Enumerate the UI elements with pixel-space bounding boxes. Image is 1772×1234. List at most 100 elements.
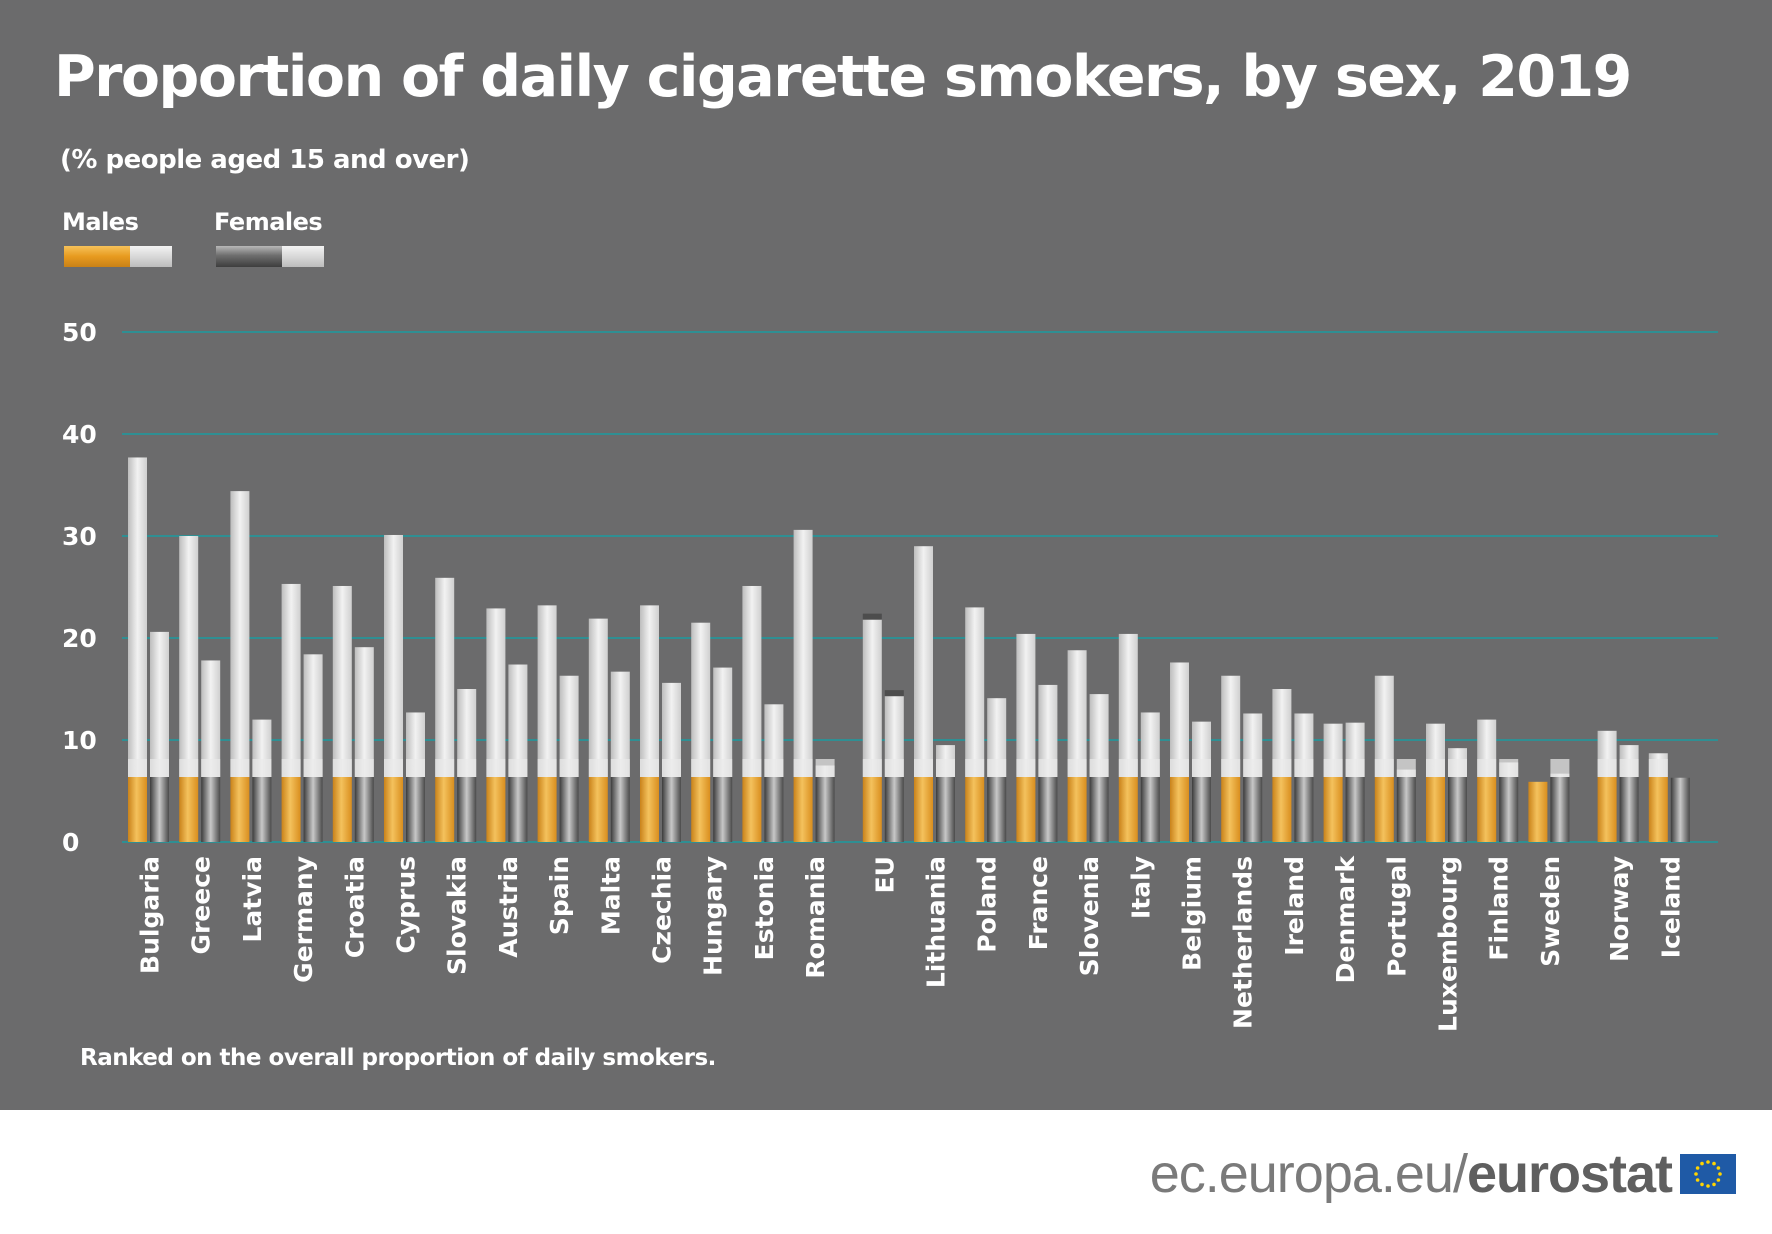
male-filter — [1477, 777, 1497, 842]
female-bar-band — [1499, 759, 1519, 777]
female-filter — [1670, 777, 1690, 842]
female-bar — [303, 654, 323, 777]
female-bar-band — [764, 759, 784, 777]
male-bar — [537, 605, 557, 777]
female-filter — [1396, 777, 1416, 842]
flag-star — [1694, 1172, 1698, 1176]
x-tick-label: Cyprus — [392, 856, 421, 954]
female-bar-band — [1396, 759, 1416, 777]
female-bar-band — [1192, 759, 1211, 777]
male-filter — [179, 777, 199, 842]
legend-label-females: Females — [214, 208, 323, 236]
male-bar — [179, 536, 199, 777]
male-bar-band — [384, 759, 403, 777]
female-bar-band — [987, 759, 1007, 777]
chart-panel — [0, 0, 1772, 1110]
female-filter — [1294, 777, 1314, 842]
female-bar — [662, 682, 681, 777]
male-bar-band — [1016, 759, 1036, 777]
female-bar-band — [1448, 759, 1467, 777]
female-filter — [1499, 777, 1519, 842]
female-cigarette-icon — [216, 246, 324, 267]
female-filter — [1089, 777, 1109, 842]
male-bar — [691, 622, 711, 777]
female-filter — [406, 777, 425, 842]
flag-star — [1712, 1182, 1716, 1187]
female-bar-band — [354, 759, 374, 777]
female-filter — [1038, 777, 1058, 842]
male-bar — [914, 546, 933, 777]
male-bar — [793, 529, 813, 777]
male-bar-band — [179, 759, 199, 777]
female-bar — [150, 631, 169, 777]
female-filter — [987, 777, 1007, 842]
male-filter — [1016, 777, 1036, 842]
female-bar — [884, 696, 904, 777]
female-filter — [713, 777, 733, 842]
male-filter — [281, 777, 301, 842]
male-bar — [281, 583, 301, 777]
x-tick-label: Portugal — [1382, 856, 1411, 977]
female-bar-band — [662, 759, 681, 777]
x-tick-label: Slovenia — [1075, 856, 1104, 976]
male-bar — [1118, 633, 1138, 777]
female-bar-band — [1243, 759, 1263, 777]
male-bar — [862, 619, 882, 777]
male-bar — [1374, 675, 1394, 777]
female-bar-band — [252, 759, 272, 777]
x-tick-label: EU — [870, 856, 899, 893]
male-filter — [793, 777, 813, 842]
female-filter — [936, 777, 955, 842]
male-bar-band — [1118, 759, 1138, 777]
female-filter — [559, 777, 579, 842]
x-tick-label: Lithuania — [922, 856, 951, 988]
male-filter — [1221, 777, 1241, 842]
female-bar-band — [713, 759, 733, 777]
x-tick-label: Netherlands — [1229, 856, 1258, 1029]
female-bar-band — [1140, 759, 1160, 777]
male-bar-band — [537, 759, 557, 777]
male-bar-band — [1067, 759, 1087, 777]
female-filter — [1619, 777, 1639, 842]
flag-star — [1706, 1184, 1710, 1188]
eu-cap — [884, 690, 904, 697]
legend-label-males: Males — [62, 208, 139, 236]
flag-star — [1706, 1160, 1710, 1164]
female-bar-band — [1619, 759, 1639, 777]
female-bar-band — [559, 759, 579, 777]
male-bar-band — [332, 759, 352, 777]
flag-star — [1695, 1166, 1700, 1170]
male-bar — [435, 577, 455, 777]
y-tick-label: 50 — [62, 318, 97, 347]
male-bar-band — [281, 759, 301, 777]
chart-subtitle: (% people aged 15 and over) — [60, 145, 470, 175]
male-filter — [1528, 781, 1548, 842]
brand-text: ec.europa.eu/eurostat — [1150, 1143, 1673, 1205]
flag-star — [1716, 1178, 1721, 1182]
bars — [128, 457, 1690, 842]
female-bar-band — [936, 759, 955, 777]
male-filter — [588, 777, 608, 842]
male-bar-band — [862, 759, 882, 777]
female-bar — [1038, 684, 1058, 777]
y-tick-label: 30 — [62, 522, 97, 551]
male-bar-band — [1170, 759, 1189, 777]
female-filter — [150, 777, 169, 842]
female-bar-band — [457, 759, 477, 777]
female-bar-band — [201, 759, 221, 777]
x-tick-label: Norway — [1605, 856, 1634, 962]
x-tick-label: Latvia — [238, 856, 267, 943]
female-bar — [1089, 694, 1109, 777]
x-tick-label: Italy — [1126, 856, 1155, 919]
x-tick-label: Malta — [596, 856, 625, 935]
flag-star — [1718, 1172, 1722, 1176]
female-bar — [201, 660, 221, 777]
chart-title: Proportion of daily cigarette smokers, b… — [54, 44, 1632, 110]
bar-chart: 0 10 20 30 40 50 Bulgaria Greece Latvia Germany C… — [62, 318, 1718, 1032]
flag-star — [1712, 1161, 1716, 1166]
male-bar-band — [1477, 759, 1497, 777]
x-tick-label: Poland — [973, 856, 1002, 953]
x-tick-label: Germany — [289, 856, 318, 983]
female-bar-band — [1038, 759, 1058, 777]
male-bar-band — [1597, 759, 1617, 777]
